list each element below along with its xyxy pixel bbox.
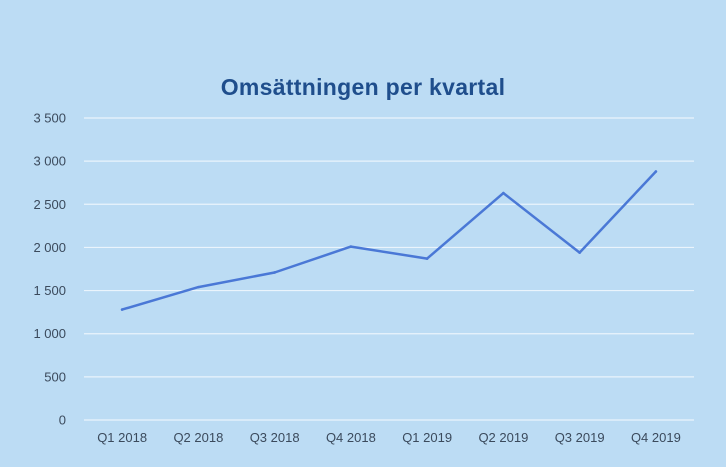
series-lines — [120, 170, 658, 311]
data-point — [273, 271, 276, 274]
x-tick-label: Q3 2019 — [555, 430, 605, 445]
data-point — [120, 308, 124, 311]
x-tick-label: Q2 2018 — [173, 430, 223, 445]
data-point — [349, 245, 353, 248]
data-point — [197, 285, 200, 289]
data-point — [502, 191, 505, 195]
x-tick-label: Q4 2018 — [326, 430, 376, 445]
x-tick-label: Q2 2019 — [478, 430, 528, 445]
x-tick-label: Q1 2018 — [97, 430, 147, 445]
gridlines — [84, 117, 694, 421]
y-axis: 0 500 1 000 1 500 2 000 2 500 3 000 3 500 — [33, 111, 66, 428]
y-tick-label: 500 — [44, 369, 66, 384]
y-tick-label: 2 000 — [33, 240, 66, 255]
series-line — [120, 170, 658, 311]
x-tick-label: Q4 2019 — [631, 430, 681, 445]
y-tick-label: 0 — [59, 413, 66, 428]
x-axis: Q1 2018 Q2 2018 Q3 2018 Q4 2018 Q1 2019 Q2 20… — [97, 430, 681, 445]
y-tick-label: 2 500 — [33, 197, 66, 212]
y-tick-label: 1 000 — [33, 326, 66, 341]
data-point — [578, 251, 581, 254]
x-tick-label: Q3 2018 — [250, 430, 300, 445]
chart-title: Omsättningen per kvartal — [220, 74, 506, 100]
y-tick-label: 1 500 — [33, 283, 66, 298]
data-point — [425, 257, 429, 260]
y-tick-label: 3 500 — [33, 111, 66, 126]
y-tick-label: 3 000 — [33, 154, 66, 169]
data-point — [654, 170, 658, 173]
x-tick-label: Q1 2019 — [402, 430, 452, 445]
